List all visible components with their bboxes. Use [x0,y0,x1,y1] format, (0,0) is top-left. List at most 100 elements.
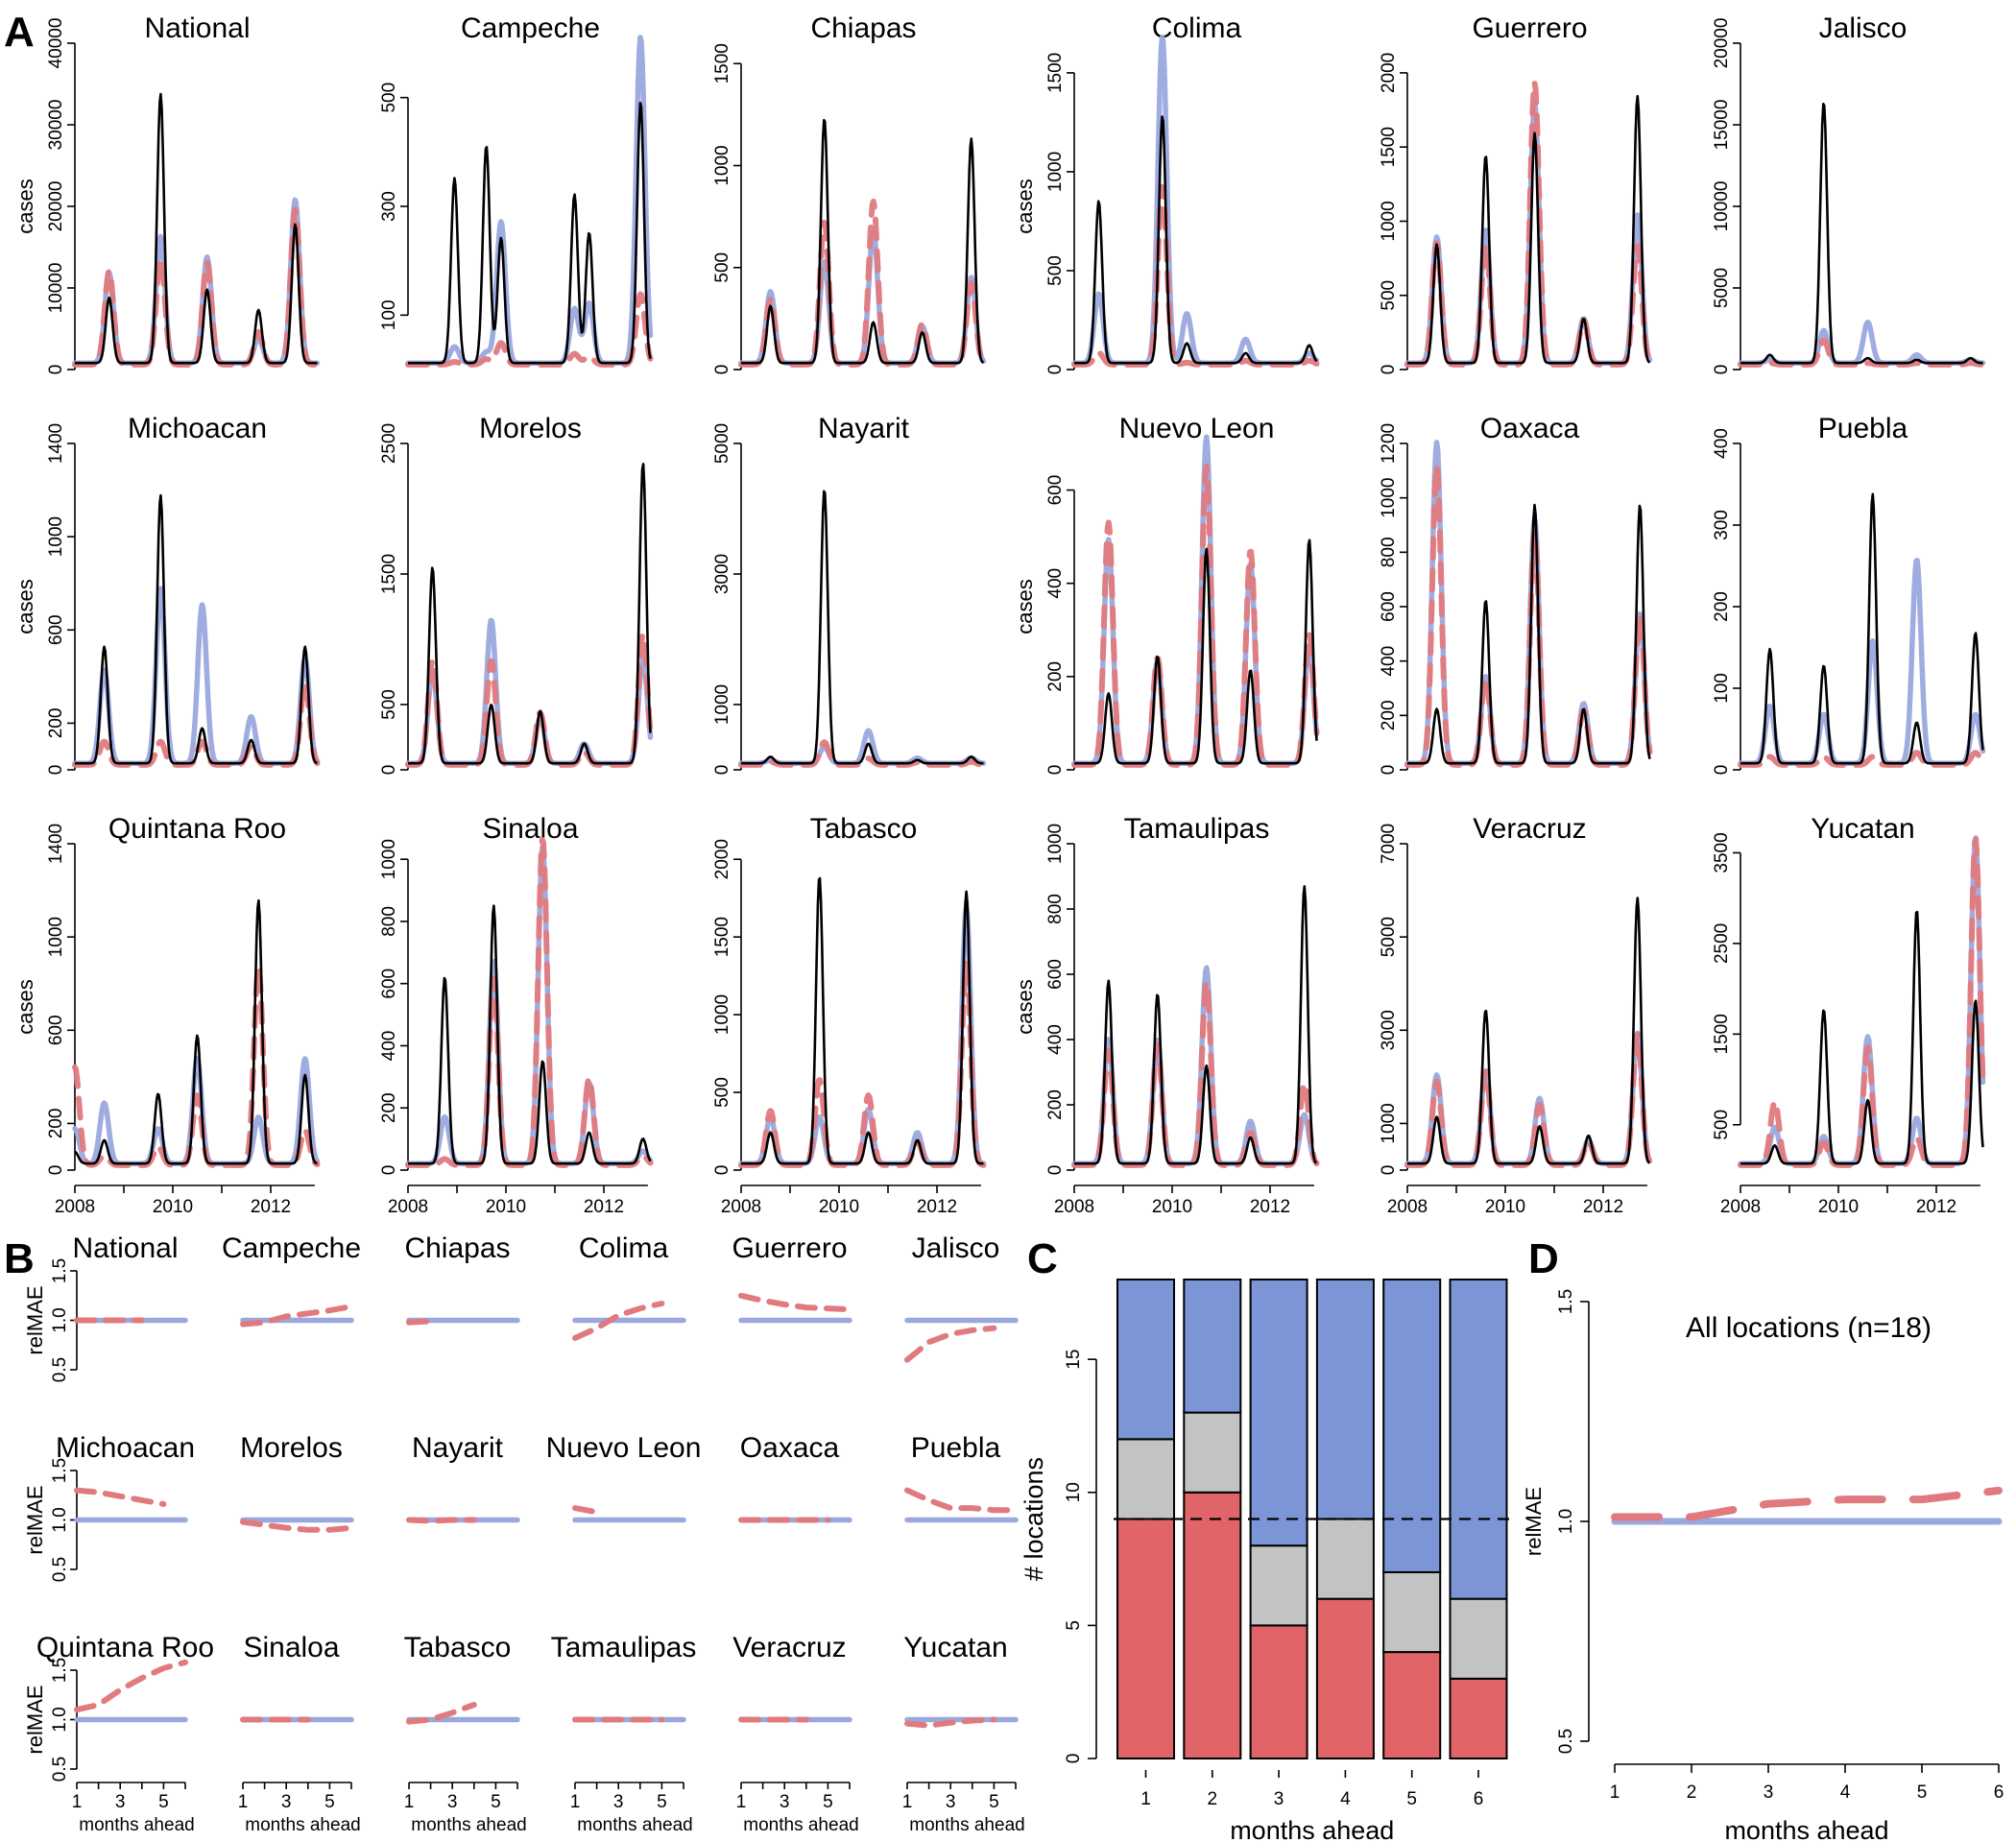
observed-series [407,102,652,365]
y-tick-label: 0 [46,365,66,375]
red-model-line [572,1301,665,1341]
relmae-subplot-yucatan: Yucatan 1 3 5 months ahead [902,1632,1025,1835]
x-tick-label: 2008 [721,1197,761,1217]
subplot-title: Morelos [240,1432,343,1464]
blue-model-series [72,1056,321,1166]
x-axis-label: months ahead [1724,1816,1888,1842]
relmae-subplot-morelos: Morelos [240,1432,354,1533]
x-tick-label: 3 [946,1792,956,1812]
y-tick-label: 1400 [46,824,66,864]
y-tick-label: 400 [1045,568,1066,599]
y-tick-label: 2000 [712,839,732,879]
x-tick-label: 2012 [1916,1197,1956,1217]
y-tick-label: 1000 [1045,152,1066,192]
y-tick-label: 800 [1379,537,1399,567]
y-tick-label: 100 [1712,673,1732,704]
relmae-subplot-oaxaca: Oaxaca [738,1432,852,1523]
x-tick-label: 5 [158,1792,169,1812]
subplot-veracruz: Veracruz 0 1000 3000 5000 7000 2008 2010 2012 [1379,813,1653,1217]
y-tick-label: 100 [379,299,399,330]
red-series-line [1611,1486,2003,1521]
panel-c: 0 5 10 15 # locations 1 2 3 4 5 6 months ahead [1020,1279,1513,1842]
y-tick-label: 0 [712,1165,732,1176]
relmae-subplot-sinaloa: Sinaloa 1 3 5 months ahead [238,1632,361,1835]
blue-model-series [405,845,654,1166]
relmae-subplot-tabasco: Tabasco 1 3 5 months ahead [404,1632,527,1835]
red-model-line [406,1517,477,1524]
y-tick-label: 15000 [1712,100,1732,151]
y-tick-label: 600 [46,614,66,645]
y-axis-label: # locations [1020,1457,1048,1581]
x-tick-label: 2012 [1250,1197,1290,1217]
x-tick-label: 5 [657,1792,667,1812]
bar-grey-4 [1315,1518,1375,1600]
observed-series [74,92,318,365]
y-tick-label: 200 [379,1092,399,1123]
y-tick-label: 1500 [379,554,399,594]
x-tick-label: 2010 [1818,1197,1859,1217]
x-tick-label: 2008 [55,1197,95,1217]
relmae-subplot-guerrero: Guerrero [732,1232,852,1324]
y-tick-label: 2000 [1379,53,1399,93]
red-model-line [74,1487,167,1507]
x-tick-label: 2012 [584,1197,624,1217]
bar-blue-6 [1449,1279,1508,1600]
observed-series [1740,910,1984,1165]
y-tick-label: 0 [1379,1165,1399,1176]
x-tick-label: 5 [1406,1789,1417,1809]
observed-series [74,493,318,765]
subplot-tabasco: Tabasco 0 500 1000 1500 2000 2008 2010 2012 [712,813,987,1217]
subplot-title: Jalisco [912,1232,1000,1264]
y-tick-label: 800 [1045,894,1066,924]
observed-series [1406,897,1651,1165]
y-tick-label: 1000 [712,684,732,725]
red-model-line [406,1318,434,1326]
bar-blue-4 [1315,1279,1375,1520]
subplot-title: Veracruz [732,1632,846,1663]
y-tick-label: 2500 [379,423,399,464]
red-model-line [240,1519,354,1533]
chart-title: All locations (n=18) [1686,1312,1932,1344]
y-tick-label: 1500 [1045,53,1066,93]
subplot-michoacan: Michoacan 0 200 600 1000 1400 cases [13,413,321,775]
y-tick-label: 20000 [1712,18,1732,69]
y-tick-label: 600 [1379,591,1399,622]
y-tick-label: 1.0 [50,1507,70,1532]
y-tick-label: 0 [1045,365,1066,375]
y-tick-label: 1000 [1379,1103,1399,1143]
y-tick-label: 0 [379,765,399,776]
subplot-title: Michoacan [128,413,267,444]
y-tick-label: 0.5 [50,1357,70,1382]
x-tick-label: 4 [1340,1789,1351,1809]
y-tick-label: 1000 [46,516,66,557]
x-tick-label: 3 [1764,1782,1774,1803]
observed-series [740,876,984,1165]
subplot-title: Tamaulipas [1124,813,1270,845]
red-model-series [1738,836,1986,1168]
x-tick-label: 1 [1610,1782,1620,1803]
y-tick-label: 1000 [712,994,732,1035]
red-model-series [738,960,987,1168]
subplot-title: Colima [579,1232,669,1264]
x-axis-label: months ahead [743,1815,858,1835]
panel-d: 0.5 1.0 1.5 relMAE 1 2 3 4 5 6 months ahead All loc… [1522,1289,2004,1842]
y-tick-label: 0 [1379,765,1399,776]
y-axis-label: relMAE [23,1485,47,1554]
observed-series [407,463,652,765]
panel-a: National010000200003000040000casesCampec… [13,12,1986,1217]
y-tick-label: 200 [1379,700,1399,730]
x-tick-label: 3 [281,1792,292,1812]
blue-model-series [405,35,654,366]
red-model-series [405,632,654,768]
relmae-subplot-tamaulipas: Tamaulipas 1 3 5 months ahead [551,1632,697,1835]
y-axis-label: cases [13,179,37,233]
subplot-quintana-roo: Quintana Roo 0 200 600 1000 1400 cases 2008 2010… [13,813,321,1217]
relmae-subplot-puebla: Puebla [904,1432,1019,1523]
y-tick-label: 1000 [1379,478,1399,518]
red-model-series [72,206,321,368]
subplot-title: National [144,12,250,44]
observed-series [1406,503,1651,765]
subplot-title: Sinaloa [243,1632,339,1663]
